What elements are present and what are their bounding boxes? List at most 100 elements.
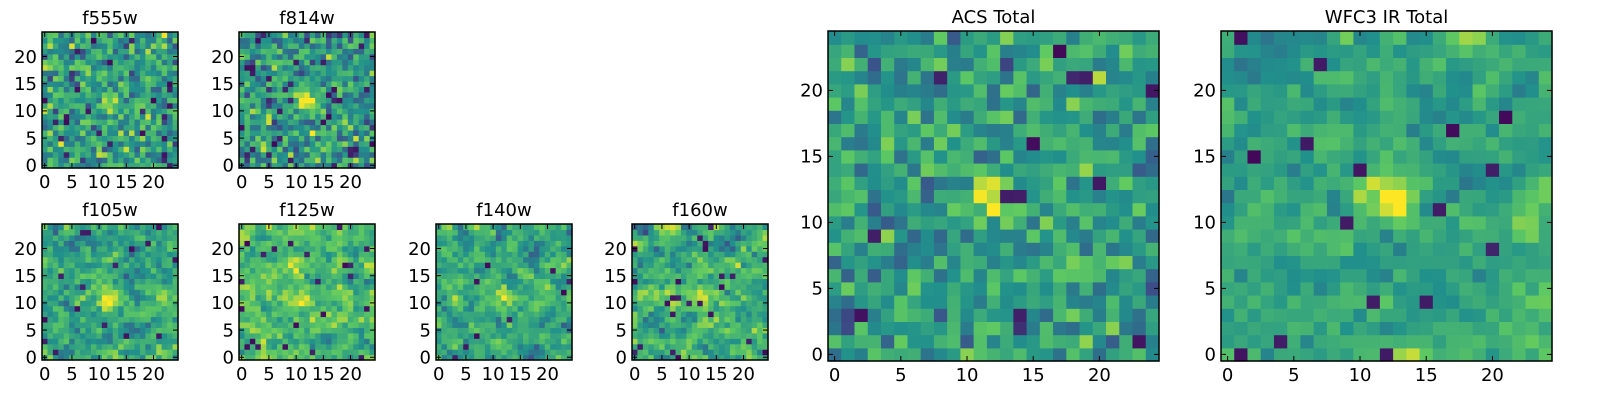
heatmap-cell [145, 53, 152, 60]
heatmap-cell [452, 327, 459, 334]
x-tick-label: 10 [88, 364, 111, 385]
heatmap-cell [282, 278, 289, 285]
heatmap-cell [1340, 295, 1354, 309]
heatmap-cell [304, 140, 311, 147]
heatmap-cell [129, 113, 136, 120]
heatmap-cell [315, 32, 322, 39]
heatmap-cell [358, 321, 365, 328]
heatmap-cell [1379, 347, 1394, 362]
heatmap-cell [933, 308, 948, 322]
heatmap-cell [1485, 321, 1500, 336]
heatmap-cell [986, 202, 1001, 217]
heatmap-cell [358, 102, 365, 109]
heatmap-cell [167, 135, 174, 142]
heatmap-cell [90, 311, 97, 318]
heatmap-cell [675, 316, 682, 323]
heatmap-cell [156, 354, 163, 361]
heatmap-cell [735, 251, 742, 258]
heatmap-cell [69, 53, 76, 60]
heatmap-cell [156, 224, 163, 231]
heatmap-cell [1353, 281, 1368, 296]
heatmap-cell [446, 354, 453, 361]
heatmap-cell [156, 157, 163, 164]
heatmap-cell [145, 343, 152, 350]
heatmap-cell [740, 332, 747, 339]
heatmap-cell [58, 146, 65, 153]
heatmap-cell [342, 32, 349, 39]
heatmap-cell [287, 129, 294, 136]
heatmap-cell [1066, 70, 1081, 85]
heatmap-cell [255, 343, 262, 350]
heatmap-cell [484, 262, 491, 269]
heatmap-cell [326, 278, 333, 285]
heatmap-cell [1092, 163, 1107, 177]
heatmap-cell [1092, 229, 1107, 243]
heatmap-cell [112, 91, 119, 98]
heatmap-cell [90, 272, 97, 279]
heatmap-cell [271, 108, 278, 115]
heatmap-cell [740, 229, 747, 236]
heatmap-cell [1273, 215, 1288, 230]
y-tick-label: 20 [211, 47, 234, 68]
heatmap-cell [107, 272, 114, 279]
heatmap-cell [74, 245, 81, 252]
heatmap-cell [369, 283, 376, 290]
heatmap-cell [735, 289, 742, 296]
heatmap-cell [282, 321, 289, 328]
heatmap-cell [347, 151, 354, 158]
heatmap-cell [1446, 189, 1460, 204]
heatmap-cell [1053, 202, 1067, 217]
heatmap-cell [1132, 347, 1147, 362]
heatmap-cell [52, 305, 59, 312]
heatmap-cell [1132, 110, 1147, 124]
heatmap-cell [47, 108, 54, 115]
heatmap-cell [156, 267, 163, 274]
heatmap-cell [47, 283, 54, 290]
heatmap-cell [637, 229, 644, 236]
heatmap-cell [1053, 189, 1067, 204]
heatmap-cell [80, 354, 87, 361]
heatmap-cell [735, 349, 742, 356]
y-tick-label: 5 [26, 128, 37, 149]
heatmap-cell [828, 215, 842, 230]
heatmap-cell [304, 75, 311, 82]
heatmap-cell [746, 272, 753, 279]
heatmap-cell [544, 283, 551, 290]
heatmap-cell [479, 283, 486, 290]
heatmap-cell [271, 294, 278, 301]
heatmap-cell [364, 256, 371, 263]
heatmap-cell [479, 278, 486, 285]
heatmap-cell [659, 305, 666, 312]
heatmap-cell [1119, 31, 1134, 45]
heatmap-cell [150, 240, 157, 247]
heatmap-cell [757, 294, 764, 301]
heatmap-cell [271, 135, 278, 142]
heatmap-cell [161, 70, 168, 77]
heatmap-cell [867, 110, 882, 124]
heatmap-cell [249, 64, 256, 71]
heatmap-cell [96, 321, 103, 328]
heatmap-cell [664, 311, 671, 318]
heatmap-cell [1432, 321, 1447, 336]
heatmap-cell [304, 245, 311, 252]
heatmap-cell [342, 234, 349, 241]
heatmap-cell [277, 267, 284, 274]
heatmap-cell [80, 157, 87, 164]
heatmap-cell [347, 316, 354, 323]
heatmap-cell [172, 157, 179, 164]
heatmap-cell [1053, 123, 1067, 138]
heatmap-cell [101, 135, 108, 142]
heatmap-cell [680, 272, 687, 279]
heatmap-cell [244, 256, 251, 263]
heatmap-cell [80, 146, 87, 153]
heatmap-cell [107, 119, 114, 126]
heatmap-cell [320, 97, 327, 104]
heatmap-cell [675, 240, 682, 247]
x-tick-label: 5 [263, 172, 274, 193]
heatmap-cell [369, 349, 376, 356]
heatmap-cell [746, 332, 753, 339]
heatmap-cell [1119, 347, 1134, 362]
heatmap-cell [479, 300, 486, 307]
heatmap-cell [670, 349, 677, 356]
heatmap-cell [484, 289, 491, 296]
